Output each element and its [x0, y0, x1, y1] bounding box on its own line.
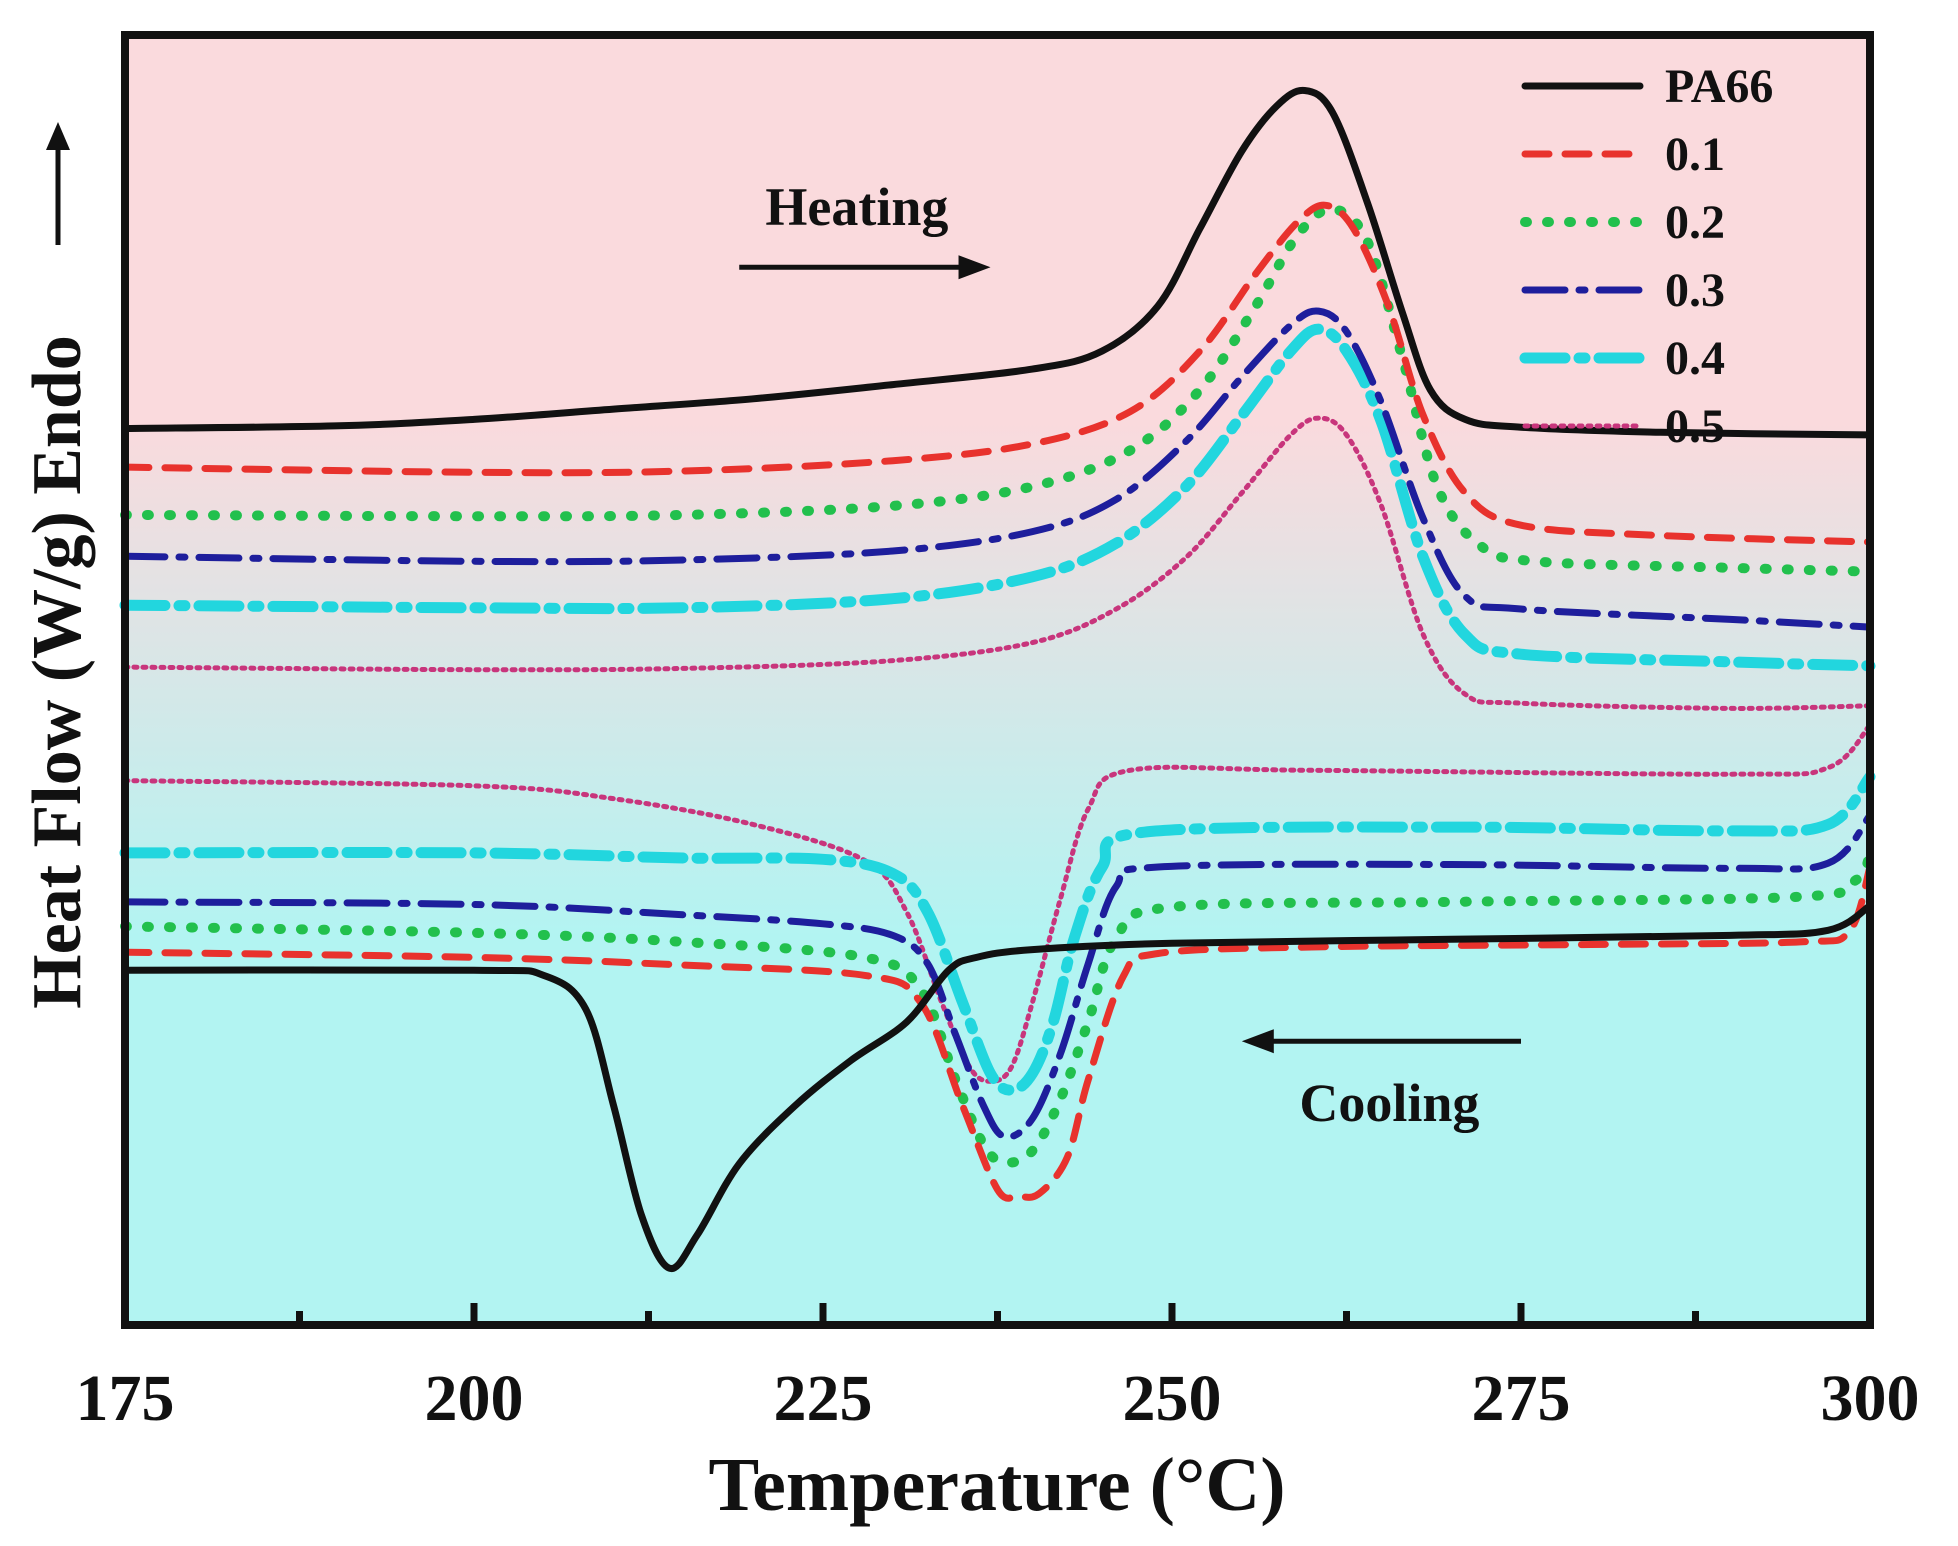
cooling-arrowhead-icon [1241, 1029, 1274, 1054]
legend: PA66 0.1 0.2 0.3 0.4 0.5 [1519, 60, 1773, 453]
cooling-label: Cooling [1299, 1073, 1479, 1133]
x-tick-label-275: 275 [1472, 1362, 1571, 1435]
series-0-4-heating-curve [119, 323, 1876, 672]
series-0-5-cooling-curve [122, 722, 1873, 1084]
plot-background [125, 35, 1870, 1325]
legend-0-4-label: 0.4 [1665, 332, 1725, 385]
heating-arrowhead-icon [958, 255, 991, 280]
series-0-3-cooling-curve [121, 812, 1874, 1141]
annotation-layer: Heating Cooling [739, 177, 1521, 1133]
x-tick-label-250: 250 [1123, 1362, 1222, 1435]
curves-layer [119, 86, 1876, 1272]
y-axis-endo-label: Endo [19, 335, 96, 495]
x-tick-label-175: 175 [76, 1362, 175, 1435]
series-0-2-cooling-curve [120, 849, 1875, 1168]
cooling-annotation: Cooling [1241, 1029, 1521, 1133]
x-tick-label-300: 300 [1821, 1362, 1920, 1435]
legend-0-1-label: 0.1 [1665, 128, 1725, 181]
series-0-5-heating-curve [122, 415, 1873, 711]
series-0-1-cooling-curve [121, 863, 1874, 1202]
series-pa66-cooling-curve [121, 902, 1874, 1272]
ticks-layer: 175 200 225 250 275 300 [76, 1303, 1920, 1435]
endo-arrow-icon [46, 122, 70, 245]
series-0-2-heating-curve [120, 204, 1875, 577]
series-0-4-cooling-curve [119, 771, 1876, 1096]
series-pa66-heating-curve [121, 86, 1874, 439]
x-axis-label: Temperature (°C) [708, 1443, 1285, 1527]
legend-0-3-label: 0.3 [1665, 264, 1725, 317]
x-tick-label-225: 225 [774, 1362, 873, 1435]
legend-0-2-label: 0.2 [1665, 196, 1725, 249]
y-axis-label: Heat Flow (W/g) [19, 511, 96, 1009]
heating-label: Heating [765, 177, 948, 237]
legend-pa66-label: PA66 [1665, 60, 1773, 113]
series-0-1-heating-curve [121, 201, 1874, 546]
heating-annotation: Heating [739, 177, 991, 280]
series-0-3-heating-curve [121, 307, 1874, 631]
legend-0-5-label: 0.5 [1665, 400, 1725, 453]
x-tick-label-200: 200 [425, 1362, 524, 1435]
